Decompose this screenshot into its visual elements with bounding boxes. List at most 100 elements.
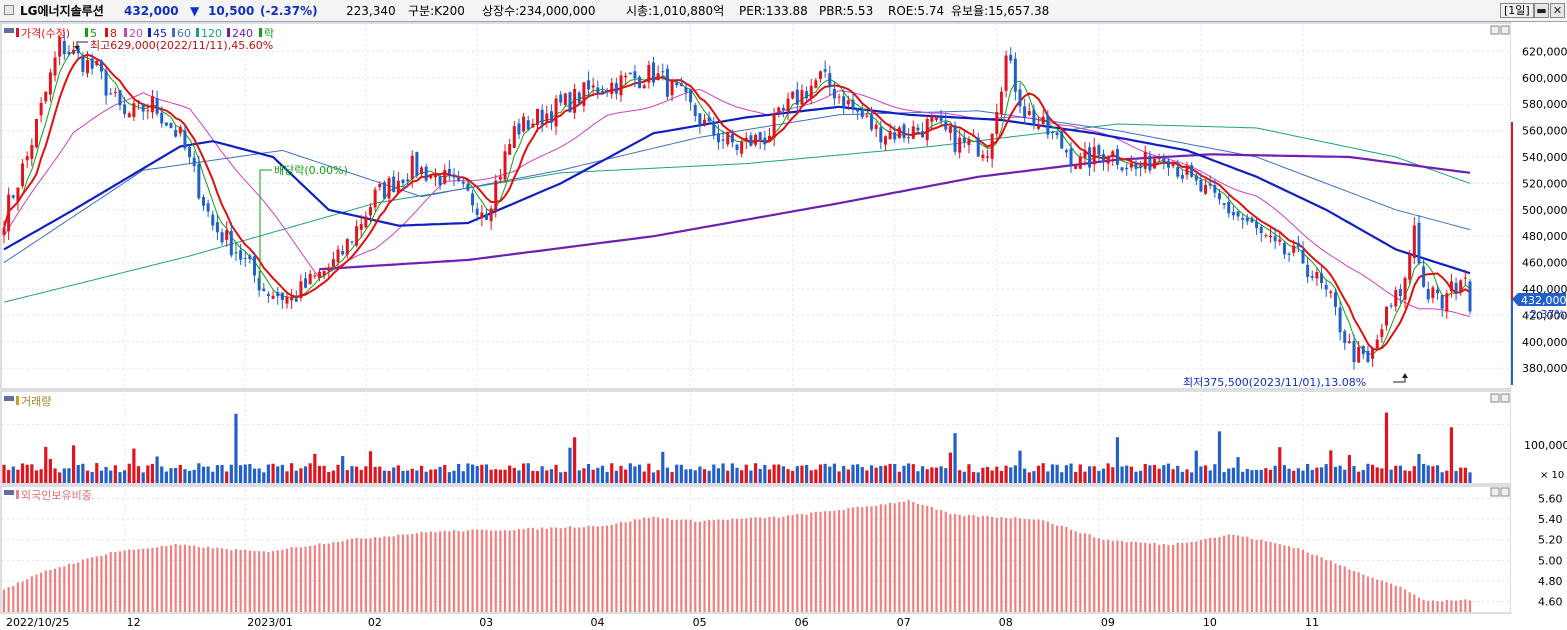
candle: [1273, 236, 1277, 242]
volume-bar: [934, 467, 939, 483]
volume-bar: [1143, 463, 1147, 483]
foreign-bar: [921, 504, 924, 612]
panel-minimize-icon[interactable]: [1490, 25, 1500, 35]
foreign-bar: [893, 503, 896, 612]
foreign-bar: [401, 534, 405, 612]
volume-bar: [322, 465, 326, 483]
volume-bar: [187, 470, 192, 483]
volume-bar: [1468, 472, 1472, 483]
volume-close-icon[interactable]: [1500, 393, 1510, 403]
foreign-bar: [1250, 539, 1254, 612]
volume-bar: [1213, 464, 1217, 483]
foreign-bar: [248, 550, 251, 612]
foreign-bar: [810, 512, 813, 612]
foreign-bar: [1046, 521, 1049, 612]
candle: [1217, 193, 1221, 200]
volume-menu-icon[interactable]: [4, 396, 14, 401]
volume-bar: [1259, 469, 1263, 483]
high-price-label: 최고629,000(2022/11/11),45.60%: [90, 39, 273, 52]
volume-bar: [1361, 470, 1365, 483]
candle: [1241, 217, 1245, 220]
volume-bar: [1403, 470, 1407, 483]
legend-ma120-swatch: [196, 28, 199, 37]
volume-bar: [689, 469, 693, 483]
period-selector[interactable]: [1일]: [1500, 3, 1534, 18]
foreign-bar: [666, 518, 669, 612]
candle: [638, 76, 642, 89]
volume-bar: [1060, 472, 1064, 483]
volume-bar: [359, 469, 363, 483]
volume-bar: [178, 464, 182, 483]
foreign-bar: [1116, 540, 1119, 612]
candle: [1064, 150, 1068, 153]
foreign-bar: [244, 549, 247, 612]
foreign-bar: [142, 548, 145, 612]
foreign-bar: [972, 514, 975, 612]
foreign-bar: [1028, 519, 1031, 612]
foreign-bar: [174, 543, 177, 612]
candle: [480, 212, 484, 219]
legend-suffix-swatch: [259, 28, 262, 37]
foreign-close-icon[interactable]: [1500, 487, 1510, 497]
market-class: 구분:K200: [408, 4, 465, 18]
volume-bar: [1018, 450, 1022, 483]
foreign-bar: [1218, 537, 1221, 612]
foreign-bar: [963, 516, 966, 612]
candle: [721, 139, 725, 141]
volume-bar: [1273, 465, 1277, 483]
volume-bar: [531, 470, 535, 483]
foreign-menu-icon[interactable]: [4, 490, 14, 495]
volume-bar: [1417, 453, 1421, 483]
candle: [104, 70, 108, 96]
volume-bar: [1435, 465, 1440, 483]
volume-bar: [753, 463, 758, 483]
panel-menu-icon[interactable]: [4, 28, 14, 33]
volume-bar: [1050, 464, 1055, 483]
foreign-bar: [1153, 542, 1156, 612]
foreign-minimize-icon[interactable]: [1490, 487, 1500, 497]
candle: [211, 214, 215, 226]
foreign-bar: [782, 516, 785, 612]
panel-close-icon[interactable]: [1500, 25, 1510, 35]
foreign-bar: [517, 529, 521, 612]
candle: [1333, 292, 1337, 307]
foreign-bar: [805, 514, 808, 612]
foreign-bar: [383, 536, 386, 612]
foreign-bar: [1199, 540, 1203, 612]
y-axis-ticks: 620,000 600,000 580,000 560,000 540,000 520,0…: [1522, 45, 1567, 608]
foreign-bar: [554, 527, 558, 612]
volume-bar: [239, 465, 243, 483]
legend-ma8-swatch: [105, 28, 108, 37]
candle: [1352, 340, 1356, 363]
candle: [508, 144, 512, 155]
foreign-bar: [828, 511, 831, 612]
volume-bar: [1134, 471, 1138, 483]
candle: [498, 176, 502, 180]
minimize-button[interactable]: ▬: [1534, 3, 1549, 18]
candle: [651, 62, 655, 83]
foreign-bar: [1408, 592, 1411, 612]
volume-bar: [540, 466, 544, 483]
volume-bar: [1301, 470, 1305, 483]
low-price-label: 최저375,500(2023/11/01),13.08%: [1183, 376, 1366, 389]
price-panel[interactable]: [0, 22, 1512, 390]
volume-bar: [225, 471, 229, 483]
volume-bar: [772, 464, 776, 483]
candle: [531, 123, 535, 128]
stock-name[interactable]: LG에너지솔루션: [20, 4, 104, 18]
foreign-bar: [67, 563, 71, 612]
volume-bar: [457, 463, 461, 483]
legend-ma60: 60: [177, 27, 191, 40]
volume-bar: [786, 469, 790, 483]
volume-bar: [856, 464, 860, 483]
candle: [86, 60, 90, 74]
volume-minimize-icon[interactable]: [1490, 393, 1500, 403]
candle: [707, 117, 711, 122]
foreign-bar: [471, 529, 474, 612]
menu-icon[interactable]: [4, 5, 14, 15]
volume-bar: [1292, 470, 1296, 483]
close-button[interactable]: ✕: [1550, 3, 1565, 18]
roe-value: ROE:5.74: [888, 4, 945, 18]
price-tick-label: 520,000: [1522, 177, 1567, 190]
